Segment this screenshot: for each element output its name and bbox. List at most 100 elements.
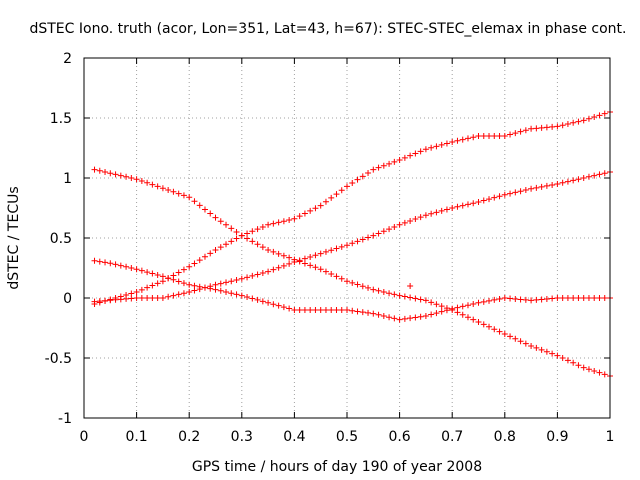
data-point-marker	[286, 260, 293, 267]
data-point-marker	[480, 197, 487, 204]
data-point-marker	[559, 179, 566, 186]
data-point-marker	[349, 240, 356, 247]
data-point-marker	[275, 219, 282, 226]
data-point-marker	[396, 221, 403, 228]
data-point-marker	[580, 175, 587, 181]
data-point-marker	[507, 190, 514, 197]
data-point-marker	[212, 281, 219, 288]
data-point-marker	[312, 205, 319, 212]
data-point-marker	[91, 166, 98, 173]
data-point-marker	[344, 183, 350, 190]
data-point-marker	[464, 135, 471, 142]
data-point-marker	[543, 348, 550, 355]
data-point-marker	[249, 228, 256, 235]
data-point-marker	[559, 295, 566, 301]
data-point-marker	[296, 213, 303, 220]
data-point-marker	[138, 267, 145, 274]
data-point-marker	[244, 274, 251, 281]
data-point-marker	[591, 172, 598, 179]
data-point-marker	[191, 198, 198, 205]
data-point-marker	[517, 338, 524, 345]
data-point-marker	[417, 296, 424, 303]
data-point-marker	[233, 277, 240, 283]
data-point-marker	[570, 359, 577, 366]
data-point-marker	[438, 303, 445, 310]
data-point-marker	[159, 273, 166, 280]
data-point-marker	[422, 212, 429, 219]
x-tick-label: 1	[606, 429, 615, 445]
data-point-marker	[207, 250, 214, 257]
data-point-marker	[333, 273, 340, 280]
data-point-marker	[486, 133, 493, 139]
data-point-marker	[580, 117, 587, 124]
data-point-marker	[270, 301, 277, 308]
data-point-marker	[138, 286, 145, 293]
data-point-marker	[254, 226, 261, 233]
data-point-marker	[291, 259, 298, 265]
data-point-marker	[370, 166, 377, 173]
data-point-marker	[149, 270, 156, 277]
data-point-marker	[359, 173, 366, 180]
data-point-marker	[422, 146, 429, 153]
data-point-marker	[543, 124, 550, 131]
data-point-marker	[154, 280, 161, 287]
data-point-marker	[133, 289, 140, 295]
data-point-marker	[533, 296, 540, 303]
data-point-marker	[496, 295, 503, 302]
data-point-marker	[223, 279, 230, 286]
y-tick-label: 0	[63, 291, 72, 307]
data-point-marker	[244, 235, 251, 242]
data-point-marker	[412, 216, 419, 223]
data-point-marker	[501, 331, 508, 337]
data-point-marker	[354, 308, 361, 315]
y-tick-label: 0.5	[50, 231, 72, 247]
data-point-marker	[170, 276, 177, 283]
data-point-marker	[580, 364, 587, 371]
data-point-marker	[380, 289, 387, 295]
data-point-marker	[165, 275, 172, 282]
data-point-marker	[349, 180, 356, 187]
data-point-marker	[359, 283, 366, 290]
data-point-marker	[459, 136, 466, 143]
data-point-marker	[154, 183, 161, 190]
data-point-marker	[470, 134, 477, 141]
data-point-marker	[391, 291, 398, 298]
data-point-marker	[291, 215, 298, 222]
data-point-marker	[417, 148, 424, 155]
data-point-marker	[549, 123, 556, 130]
data-point-marker	[228, 225, 235, 232]
data-point-marker	[585, 173, 592, 180]
data-point-marker	[375, 164, 382, 171]
data-point-marker	[286, 305, 293, 312]
data-point-marker	[207, 283, 214, 290]
data-point-marker	[564, 178, 571, 185]
data-point-marker	[296, 257, 303, 264]
data-point-marker	[180, 280, 187, 287]
y-tick-label: -0.5	[45, 351, 72, 367]
data-point-marker	[428, 311, 435, 318]
data-point-marker	[322, 248, 329, 255]
data-point-marker	[301, 255, 308, 262]
data-point-marker	[486, 196, 493, 203]
data-point-marker	[144, 295, 151, 301]
data-point-marker	[570, 177, 577, 184]
data-point-marker	[585, 295, 592, 301]
data-point-marker	[333, 307, 340, 313]
y-tick-label: 2	[63, 51, 72, 67]
data-point-marker	[486, 297, 493, 304]
tick-labels: 0 0.1 0.2 0.3 0.4 0.5 0.6 0.7 0.8 0.9 1 -1 -0.5 0 0.5 1…	[45, 51, 615, 445]
data-point-marker	[370, 286, 377, 293]
data-point-marker	[322, 198, 329, 205]
data-point-marker	[217, 287, 224, 294]
data-point-marker	[270, 248, 277, 255]
data-point-marker	[475, 199, 482, 205]
data-point-marker	[223, 221, 230, 228]
data-point-marker	[538, 183, 545, 190]
data-point-marker	[449, 205, 456, 211]
data-point-marker	[144, 269, 151, 276]
data-point-marker	[538, 124, 545, 131]
data-point-marker	[96, 298, 103, 305]
data-point-marker	[407, 283, 414, 289]
data-point-marker	[333, 245, 340, 252]
data-point-marker	[528, 125, 535, 132]
